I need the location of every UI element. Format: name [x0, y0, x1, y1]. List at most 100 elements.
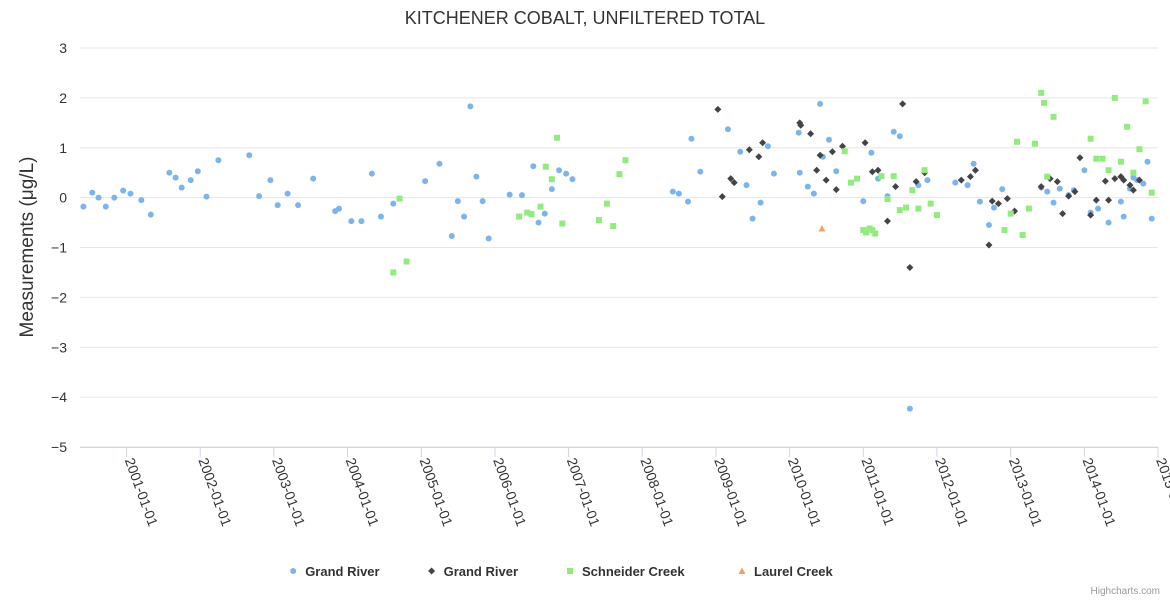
data-point [745, 146, 753, 154]
y-axis: 3 2 1 0 −1 −2 −3 −4 −5 [51, 40, 67, 455]
data-point [841, 148, 848, 155]
x-tick-label: 2011-01-01 [858, 456, 897, 528]
data-point [816, 151, 824, 159]
data-point [563, 170, 570, 177]
data-point [833, 168, 840, 175]
plot-area [80, 89, 1155, 412]
data-point [284, 190, 291, 197]
data-point [1095, 205, 1102, 212]
data-point [541, 210, 548, 217]
data-point [1092, 196, 1100, 204]
data-point [896, 207, 903, 214]
legend-item[interactable]: Grand River [428, 564, 518, 579]
data-point [80, 203, 87, 210]
legend-label: Grand River [305, 564, 379, 579]
data-point [764, 143, 771, 150]
data-point [912, 178, 920, 186]
data-point [390, 269, 397, 276]
x-tick-label: 2013-01-01 [1006, 456, 1046, 529]
data-point [1019, 232, 1026, 239]
x-tick-label: 2014-01-01 [1080, 456, 1120, 529]
data-point [868, 149, 875, 156]
data-point [1081, 167, 1088, 174]
legend-item[interactable]: Schneider Creek [567, 564, 685, 579]
data-point [854, 175, 861, 182]
data-point [921, 167, 928, 174]
data-point [813, 166, 821, 174]
data-point [166, 169, 173, 176]
data-point [554, 134, 561, 141]
x-tick-label: 2012-01-01 [932, 456, 972, 529]
data-point [1142, 98, 1149, 105]
x-tick-label: 2004-01-01 [343, 456, 383, 529]
data-point [1129, 186, 1137, 194]
data-point [454, 198, 461, 205]
data-point [714, 105, 722, 113]
data-point [883, 217, 891, 225]
data-point [516, 213, 523, 220]
legend-item[interactable]: Grand River [290, 564, 380, 579]
data-point [927, 200, 934, 207]
data-point [1050, 199, 1057, 206]
data-point [127, 190, 134, 197]
data-point [971, 166, 979, 174]
y-tick-label: −2 [51, 289, 67, 305]
data-point [396, 195, 403, 202]
data-point [1007, 210, 1014, 217]
data-point [1136, 146, 1143, 153]
data-point [147, 211, 154, 218]
data-point [957, 176, 965, 184]
data-point [863, 229, 870, 236]
data-point [390, 200, 397, 207]
data-point [610, 223, 617, 230]
data-point [194, 168, 201, 175]
data-point [246, 152, 253, 159]
data-point [697, 168, 704, 175]
data-point [952, 179, 959, 186]
data-point [1044, 188, 1051, 195]
data-point [518, 192, 525, 199]
y-tick-label: 3 [59, 40, 67, 56]
data-point [1041, 99, 1048, 106]
data-point [847, 179, 854, 186]
data-point [1120, 213, 1127, 220]
data-point [985, 241, 993, 249]
data-point [310, 175, 317, 182]
data-point [730, 179, 738, 187]
data-point [524, 209, 531, 216]
y-tick-label: 2 [59, 90, 67, 106]
legend-item[interactable]: Laurel Creek [738, 564, 834, 579]
data-point [1053, 178, 1061, 186]
data-point [1124, 123, 1131, 130]
data-point [102, 203, 109, 210]
data-point [878, 173, 885, 180]
credits-link[interactable]: Highcharts.com [1091, 586, 1160, 597]
data-point [1071, 188, 1079, 196]
data-point [797, 121, 805, 129]
data-point [1044, 173, 1051, 180]
data-point [556, 167, 563, 174]
data-point [1135, 176, 1143, 184]
data-point [1117, 198, 1124, 205]
series-1 [714, 100, 1143, 271]
data-point [1148, 189, 1155, 196]
y-tick-label: 0 [59, 190, 67, 206]
data-point [1093, 155, 1100, 162]
data-point [1105, 196, 1113, 204]
data-point [569, 176, 576, 183]
data-point [436, 160, 443, 167]
gridlines [80, 47, 1158, 448]
data-point [377, 213, 384, 220]
data-point [822, 176, 830, 184]
data-point [138, 197, 145, 204]
data-point [757, 199, 764, 206]
data-point [737, 148, 744, 155]
data-point [548, 186, 555, 193]
data-point [506, 191, 513, 198]
data-point [909, 187, 916, 194]
x-tick-label: 2002-01-01 [195, 456, 235, 529]
x-tick-label: 2006-01-01 [490, 456, 530, 529]
data-point [828, 148, 836, 156]
data-point [368, 170, 375, 177]
data-point [899, 100, 907, 108]
